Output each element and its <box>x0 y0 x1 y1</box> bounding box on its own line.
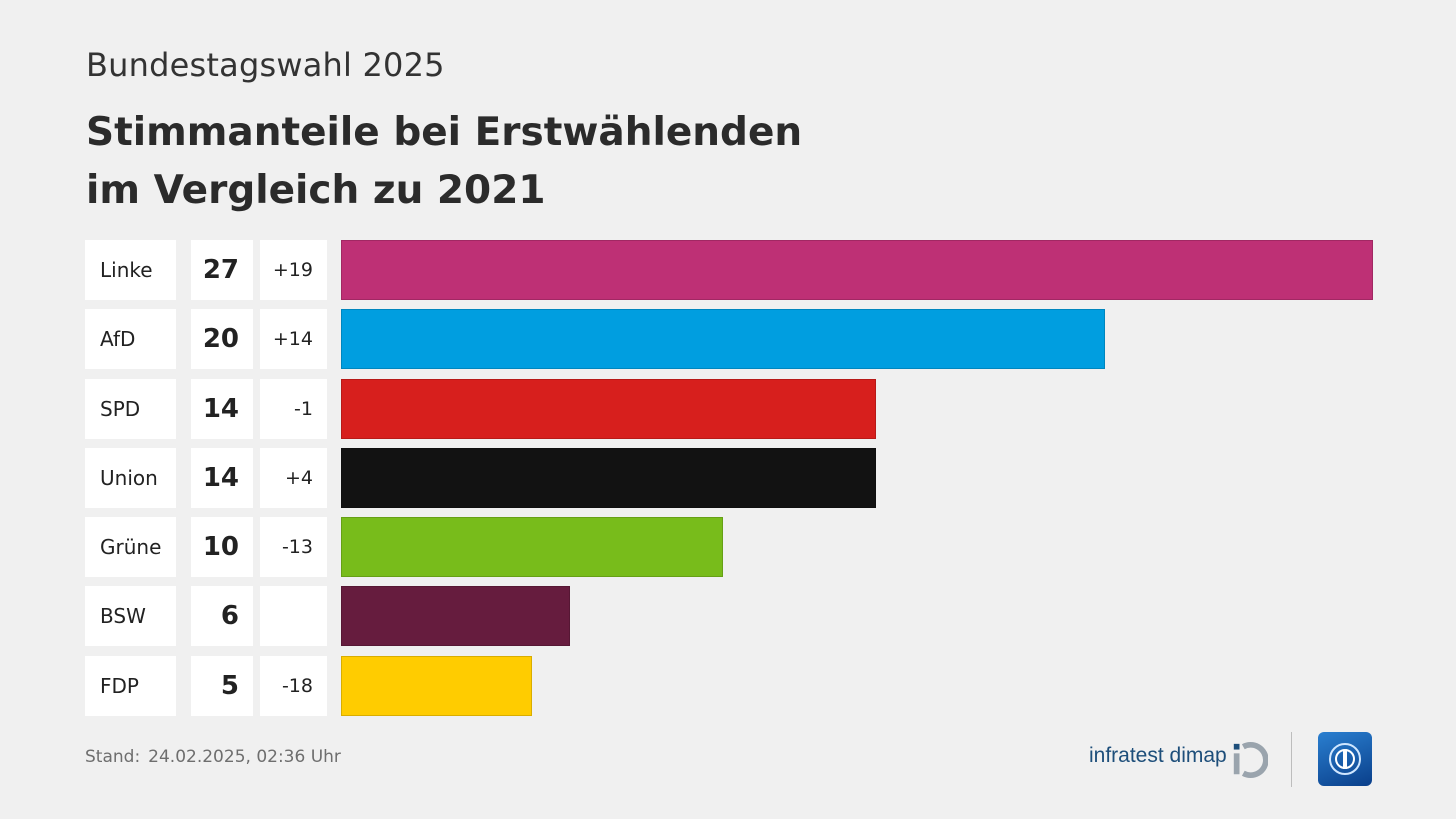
bar-row: FDP 5 -18 <box>85 655 1385 716</box>
bar-row: SPD 14 -1 <box>85 378 1385 439</box>
change-label <box>260 586 327 647</box>
title-line-2: im Vergleich zu 2021 <box>86 168 546 213</box>
change-label: -18 <box>260 655 327 716</box>
value-label: 10 <box>191 517 253 578</box>
title-line-1: Stimmanteile bei Erstwählenden <box>86 110 803 155</box>
infratest-dimap-logo-icon <box>1233 742 1268 778</box>
value-label: 14 <box>191 378 253 439</box>
change-label: +14 <box>260 309 327 370</box>
bar <box>341 309 1106 370</box>
bar-row: BSW 6 <box>85 586 1385 647</box>
stand-label: Stand: <box>85 747 141 767</box>
bar <box>341 517 724 578</box>
bar-row: AfD 20 +14 <box>85 309 1385 370</box>
party-label: Grüne <box>85 517 176 578</box>
change-label: +19 <box>260 240 327 300</box>
bar <box>341 240 1373 300</box>
chart-title: Stimmanteile bei Erstwählenden im Vergle… <box>86 104 802 220</box>
kicker: Bundestagswahl 2025 <box>86 46 445 84</box>
bar-chart: Linke 27 +19 AfD 20 +14 SPD 14 -1 Union 14 +4 Grüne 1… <box>85 240 1385 725</box>
footer-stand: Stand: 24.02.2025, 02:36 Uhr <box>85 747 341 767</box>
bar <box>341 655 533 716</box>
bar-row: Linke 27 +19 <box>85 240 1385 300</box>
party-label: SPD <box>85 378 176 439</box>
party-label: BSW <box>85 586 176 647</box>
party-label: Linke <box>85 240 176 300</box>
party-label: Union <box>85 447 176 508</box>
value-label: 14 <box>191 447 253 508</box>
bar-row: Union 14 +4 <box>85 447 1385 508</box>
stand-value: 24.02.2025, 02:36 Uhr <box>148 747 341 767</box>
bar <box>341 586 571 647</box>
footer-divider <box>1291 732 1292 787</box>
party-label: FDP <box>85 655 176 716</box>
value-label: 20 <box>191 309 253 370</box>
party-label: AfD <box>85 309 176 370</box>
bar <box>341 378 877 439</box>
brand-name: infratest dimap <box>1089 744 1227 767</box>
value-label: 6 <box>191 586 253 647</box>
bar <box>341 447 877 508</box>
value-label: 5 <box>191 655 253 716</box>
change-label: -13 <box>260 517 327 578</box>
change-label: +4 <box>260 447 327 508</box>
value-label: 27 <box>191 240 253 300</box>
tagesschau-logo-icon <box>1318 732 1372 786</box>
change-label: -1 <box>260 378 327 439</box>
bar-row: Grüne 10 -13 <box>85 517 1385 578</box>
